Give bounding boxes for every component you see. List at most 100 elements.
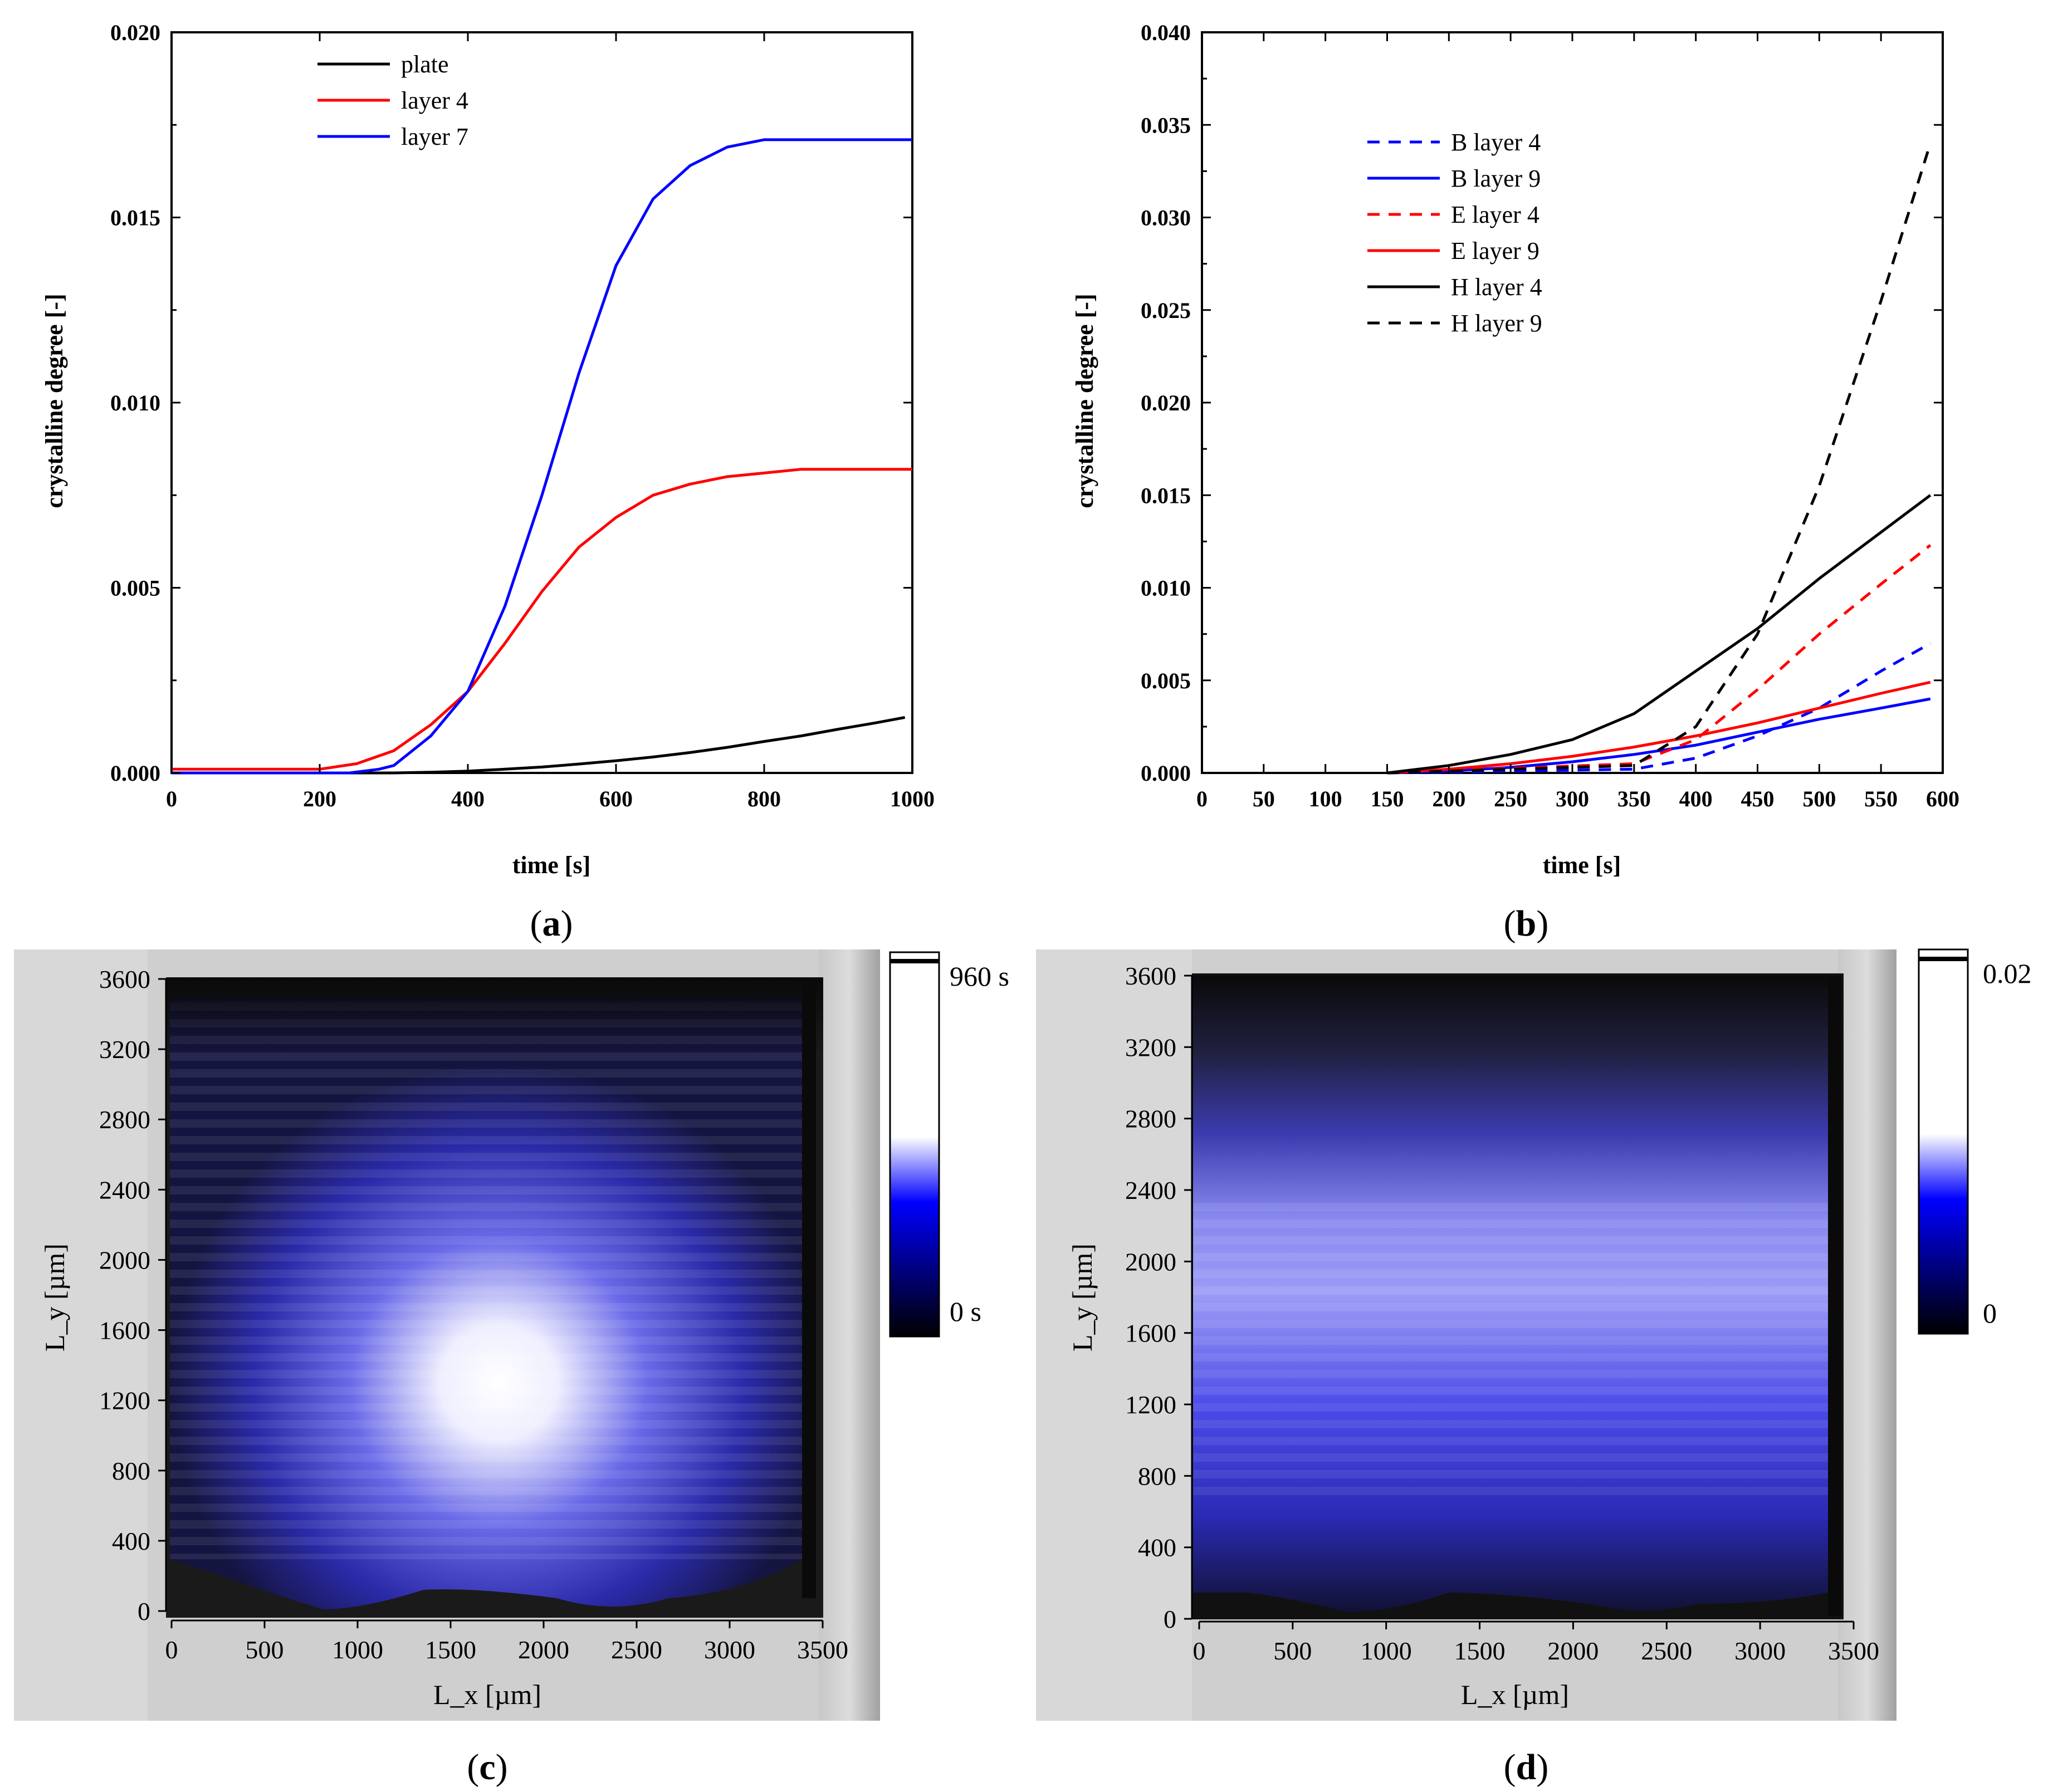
viewer-right-strip-c (819, 949, 880, 1721)
y-axis-label-b: crystalline degree [-] (1071, 293, 1098, 508)
series-line-b-e-layer-9 (1387, 680, 1931, 775)
x-tick-label-d: 1000 (1361, 1637, 1412, 1665)
x-tick-label-c: 1500 (425, 1636, 476, 1664)
y-tick-label-d: 400 (1138, 1534, 1176, 1562)
x-tick-label-d: 2000 (1547, 1637, 1599, 1665)
panel-label-c: (c) (467, 1747, 507, 1788)
x-tick-label-c: 3500 (797, 1636, 848, 1664)
x-tick-label-b: 250 (1494, 786, 1527, 811)
legend-label-b: E layer 9 (1451, 237, 1539, 265)
y-tick-label-c: 1600 (99, 1316, 150, 1345)
legend-b: B layer 4 B layer 9 E layer 4 E layer 9 H la… (1367, 129, 1542, 337)
x-tick-label-c: 2000 (518, 1636, 569, 1664)
x-tick-label-c: 0 (165, 1636, 178, 1664)
x-tick-label-a: 1000 (890, 786, 935, 811)
legend-label-b: H layer 4 (1451, 273, 1542, 301)
x-tick-label-a: 400 (451, 786, 485, 811)
x-tick-label-b: 300 (1556, 786, 1589, 811)
y-tick-label-b: 0.040 (1141, 20, 1191, 45)
viewer-right-strip-d (1838, 949, 1897, 1721)
y-axis-label-d: L_y [µm] (1067, 1243, 1098, 1352)
panel-c: 0 500 1000 1500 2000 2500 3000 3500 0 400 800 1200… (14, 949, 1009, 1788)
y-tick-label-b: 0.030 (1141, 205, 1191, 231)
y-tick-label-c: 800 (112, 1457, 150, 1485)
y-tick-label-c: 0 (138, 1597, 150, 1625)
viewer-left-strip-d (1036, 949, 1192, 1721)
x-tick-label-a: 800 (747, 786, 781, 811)
y-tick-label-b: 0.020 (1141, 390, 1191, 415)
y-axis-label-a: crystalline degree [-] (41, 293, 68, 508)
x-tick-label-a: 0 (166, 786, 177, 811)
x-tick-label-d: 3000 (1734, 1637, 1786, 1665)
colorbar-gradient-d (1918, 948, 1969, 1335)
y-tick-label-b: 0.015 (1141, 483, 1191, 508)
y-tick-label-a: 0.005 (110, 576, 160, 601)
x-tick-label-a: 600 (599, 786, 633, 811)
x-tick-label-b: 200 (1432, 786, 1465, 811)
colorbar-d: 0.02 0 (1918, 948, 2032, 1335)
legend-label-b: E layer 4 (1451, 201, 1539, 228)
x-tick-label-c: 500 (246, 1636, 284, 1664)
y-tick-label-d: 2000 (1125, 1247, 1176, 1276)
y-tick-label-b: 0.000 (1141, 761, 1191, 786)
x-axis-label-d: L_x [µm] (1461, 1679, 1569, 1710)
legend-label-b: B layer 4 (1451, 129, 1541, 156)
x-tick-label-b: 600 (1926, 786, 1959, 811)
y-tick-label-c: 2800 (99, 1105, 150, 1134)
y-tick-label-d: 1200 (1125, 1390, 1176, 1419)
x-tick-label-c: 2500 (611, 1636, 662, 1664)
x-tick-label-b: 500 (1802, 786, 1836, 811)
series-line-a-plate (172, 716, 906, 775)
y-tick-label-d: 2800 (1125, 1105, 1176, 1133)
heatmap-top-shade-c (166, 977, 823, 1055)
panel-label-a: (a) (530, 903, 573, 944)
y-axis-label-c: L_y [µm] (39, 1243, 70, 1352)
colorbar-c: 960 s 0 s (889, 951, 1009, 1338)
y-tick-label-d: 3200 (1125, 1033, 1176, 1061)
x-tick-label-c: 1000 (332, 1636, 383, 1664)
x-tick-label-d: 500 (1273, 1637, 1312, 1665)
colorbar-gradient-c (889, 951, 940, 1338)
y-tick-label-c: 3200 (99, 1035, 150, 1064)
x-axis-label-c: L_x [µm] (433, 1679, 541, 1710)
viewer-left-strip-c (14, 949, 148, 1721)
y-tick-label-c: 3600 (99, 965, 150, 993)
legend-label-b: B layer 9 (1451, 165, 1541, 192)
x-tick-label-b: 400 (1679, 786, 1713, 811)
y-tick-label-d: 3600 (1125, 962, 1176, 990)
x-axis-label-b: time [s] (1543, 851, 1621, 879)
panel-a: 0 200 400 600 800 1000 0.000 0.005 0.010 0.015 0.… (41, 20, 935, 944)
y-tick-label-a: 0.020 (110, 20, 160, 45)
y-tick-label-b: 0.005 (1141, 668, 1191, 693)
x-axis-label-a: time [s] (512, 851, 591, 879)
legend-label-a: layer 4 (401, 87, 468, 114)
x-tick-label-d: 0 (1193, 1637, 1206, 1665)
colorbar-max-label-c: 960 s (950, 961, 1009, 992)
y-tick-label-c: 400 (112, 1527, 150, 1555)
legend-label-a: layer 7 (401, 123, 468, 150)
x-tick-label-a: 200 (303, 786, 336, 811)
x-tick-label-d: 2500 (1641, 1637, 1692, 1665)
plot-frame-b (1201, 31, 1944, 774)
y-tick-label-d: 2400 (1125, 1176, 1176, 1205)
y-tick-label-d: 800 (1138, 1462, 1176, 1490)
panel-label-d: (d) (1504, 1747, 1549, 1788)
panel-b: 0 50 100 150 200 250 300 350 400 450 500 550 600 0.0… (1071, 20, 1959, 944)
heatmap-right-edge-d (1828, 976, 1842, 1616)
x-tick-label-b: 150 (1371, 786, 1404, 811)
y-tick-label-a: 0.000 (110, 761, 160, 786)
x-tick-label-b: 50 (1253, 786, 1275, 811)
series-line-b-h-layer-4 (1387, 494, 1932, 775)
colorbar-min-label-d: 0 (1983, 1298, 1997, 1329)
y-tick-label-b: 0.010 (1141, 576, 1191, 601)
heatmap-layers-d (1193, 1197, 1828, 1504)
series-line-b-h-layer-9 (1387, 143, 1932, 775)
panel-label-b: (b) (1504, 903, 1549, 944)
y-tick-label-c: 1200 (99, 1387, 150, 1415)
x-tick-label-b: 100 (1309, 786, 1342, 811)
legend-a: plate layer 4 layer 7 (317, 51, 468, 150)
series-line-b-e-layer-4 (1387, 544, 1932, 775)
x-tick-label-b: 350 (1617, 786, 1651, 811)
heatmap-layers-c (170, 997, 802, 1559)
